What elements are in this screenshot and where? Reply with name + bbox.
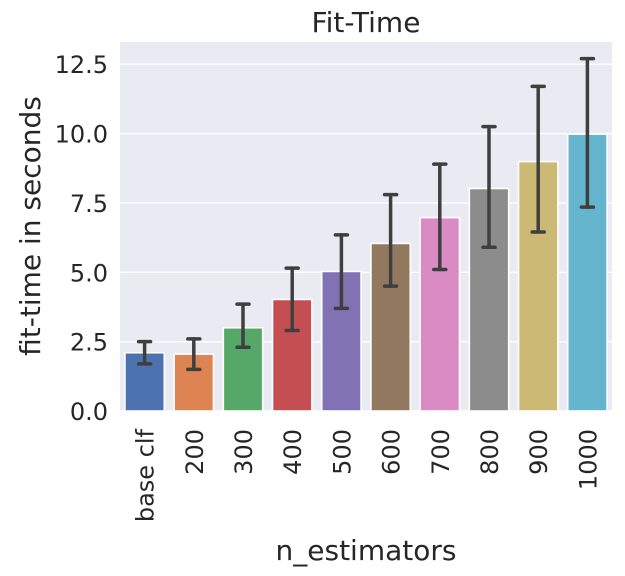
y-tick-label: 0.0: [70, 398, 108, 426]
y-tick-label: 12.5: [55, 51, 108, 79]
error-bar: [333, 233, 350, 311]
error-bar: [382, 192, 399, 288]
x-tick-label: 300: [230, 429, 258, 475]
chart-title: Fit-Time: [312, 6, 421, 39]
x-tick-label: base clf: [132, 428, 160, 522]
y-axis-label: fit-time in seconds: [14, 96, 47, 356]
error-bar: [432, 162, 448, 272]
error-bar: [481, 124, 497, 250]
error-bar: [530, 84, 546, 234]
error-bar: [235, 302, 251, 349]
x-tick-label: 700: [427, 429, 455, 475]
x-tick-label: 900: [525, 429, 553, 475]
error-bar: [186, 337, 202, 372]
x-tick-label: 800: [476, 429, 504, 475]
y-tick-label: 10.0: [55, 121, 108, 149]
x-tick-label: 400: [279, 429, 307, 475]
x-axis-label: n_estimators: [276, 534, 457, 567]
x-tick-label: 500: [328, 429, 356, 475]
error-bar: [284, 266, 300, 333]
x-tick-label: 1000: [574, 429, 602, 490]
y-tick-label: 7.5: [70, 190, 108, 218]
error-bar: [579, 56, 596, 209]
x-tick-label: 600: [378, 429, 406, 475]
error-bars: [136, 56, 596, 372]
x-tick-label: 200: [181, 429, 209, 475]
bar-600: [370, 242, 412, 412]
error-bar: [136, 339, 153, 366]
y-tick-label: 2.5: [70, 329, 108, 357]
y-tick-label: 5.0: [70, 259, 108, 287]
y-tick-labels: 0.0 2.5 5.0 7.5 10.0 12.5: [55, 51, 108, 426]
x-tick-labels: base clf 200 300 400 500 600 700 800 900 1000: [132, 428, 603, 522]
